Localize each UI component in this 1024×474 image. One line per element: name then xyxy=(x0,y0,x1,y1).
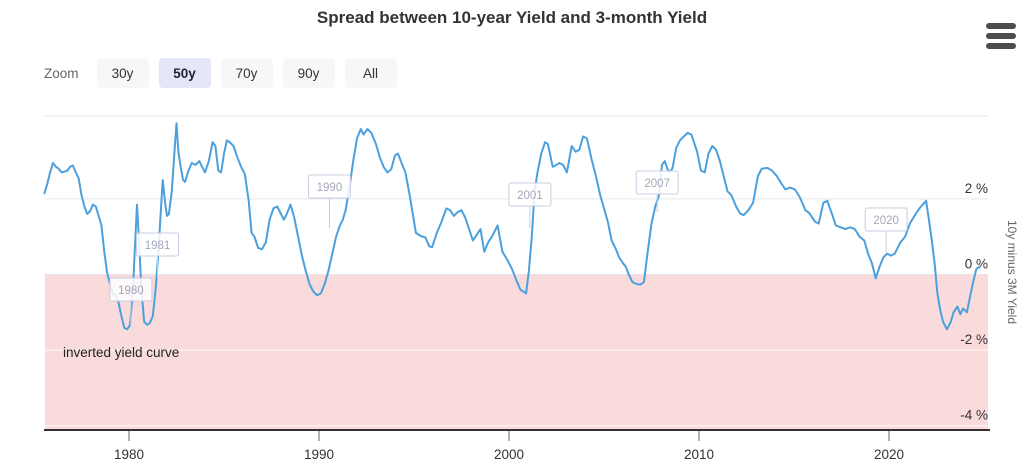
x-axis-label: 2000 xyxy=(494,447,524,462)
flag-label-1980: 1980 xyxy=(118,285,144,297)
range-button-all[interactable]: All xyxy=(344,58,397,88)
inverted-plot-band xyxy=(45,274,988,430)
flag-label-2020: 2020 xyxy=(873,215,899,227)
flag-label-2007: 2007 xyxy=(644,178,670,190)
range-button-70y[interactable]: 70y xyxy=(220,58,273,88)
y-axis-label: -4 % xyxy=(960,408,988,423)
range-button-50y[interactable]: 50y xyxy=(158,58,211,88)
range-button-30y[interactable]: 30y xyxy=(96,58,149,88)
range-buttons-group: 30y 50y 70y 90y All xyxy=(87,58,397,88)
flag-box-1980[interactable] xyxy=(109,277,153,302)
flag-box-2020[interactable] xyxy=(864,207,908,232)
flag-box-1981[interactable] xyxy=(136,232,179,257)
zoom-label: Zoom xyxy=(44,65,79,81)
inverted-yield-curve-label: inverted yield curve xyxy=(63,345,179,360)
flag-label-1990: 1990 xyxy=(317,182,343,194)
chart-title: Spread between 10-year Yield and 3-month… xyxy=(316,8,708,27)
spread-series-line xyxy=(43,122,981,331)
flag-box-1990[interactable] xyxy=(307,174,351,199)
y-axis-title: 10y minus 3M Yield xyxy=(1005,220,1019,324)
x-axis-label: 1990 xyxy=(304,447,334,462)
range-button-90y[interactable]: 90y xyxy=(282,58,335,88)
flag-label-2001: 2001 xyxy=(517,190,543,202)
y-axis-label: -2 % xyxy=(960,332,988,347)
x-axis-label: 1980 xyxy=(114,447,144,462)
flag-box-2007[interactable] xyxy=(635,170,679,195)
hamburger-menu-icon[interactable] xyxy=(986,23,1016,49)
y-axis-label: 0 % xyxy=(965,257,988,272)
y-axis-label: 2 % xyxy=(965,181,988,196)
zoom-toolbar: Zoom 30y 50y 70y 90y All xyxy=(44,58,397,88)
flag-box-2001[interactable] xyxy=(508,182,552,207)
x-axis-label: 2010 xyxy=(684,447,714,462)
x-axis-label: 2020 xyxy=(874,447,904,462)
flag-label-1981: 1981 xyxy=(145,240,171,252)
